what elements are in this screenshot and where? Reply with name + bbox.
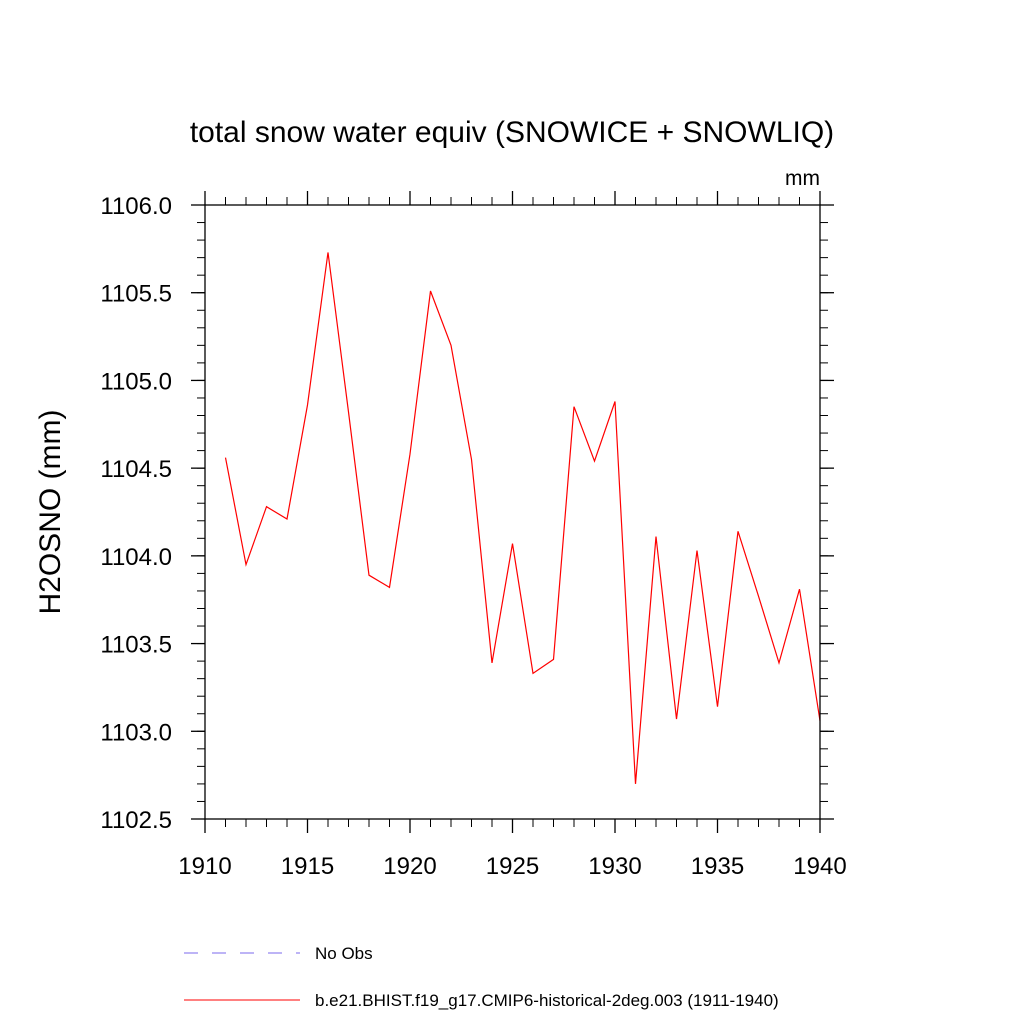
y-tick-label: 1103.5: [100, 632, 172, 659]
plot-frame: [204, 204, 821, 820]
y-tick-label: 1102.5: [100, 807, 172, 834]
x-tick-label: 1930: [588, 853, 641, 880]
x-tick-label: 1920: [383, 853, 436, 880]
axis-ticks: 1910 1915 1920 1925 1930 1935 1940 1102.5 1103.0…: [100, 191, 847, 880]
y-tick-label: 1104.0: [100, 544, 172, 571]
series-line: [224, 252, 821, 784]
x-tick-label: 1940: [793, 853, 846, 880]
legend-label: No Obs: [315, 944, 373, 963]
y-tick-label: 1105.0: [100, 368, 172, 395]
y-tick-label: 1105.5: [100, 281, 172, 308]
y-axis-label: H2OSNO (mm): [34, 410, 67, 615]
x-tick-label: 1935: [691, 853, 744, 880]
x-tick-label: 1910: [178, 853, 231, 880]
chart-title: total snow water equiv (SNOWICE + SNOWLI…: [190, 116, 834, 149]
y-tick-label: 1103.0: [100, 719, 172, 746]
x-tick-label: 1925: [486, 853, 539, 880]
y-tick-label: 1106.0: [100, 193, 172, 220]
y-tick-label: 1104.5: [100, 456, 172, 483]
units-label: mm: [785, 167, 820, 190]
legend-label: b.e21.BHIST.f19_g17.CMIP6-historical-2de…: [315, 991, 779, 1010]
x-tick-label: 1915: [281, 853, 334, 880]
series-layer: [224, 252, 821, 784]
legend: No Obs b.e21.BHIST.f19_g17.CMIP6-historic…: [184, 944, 779, 1010]
